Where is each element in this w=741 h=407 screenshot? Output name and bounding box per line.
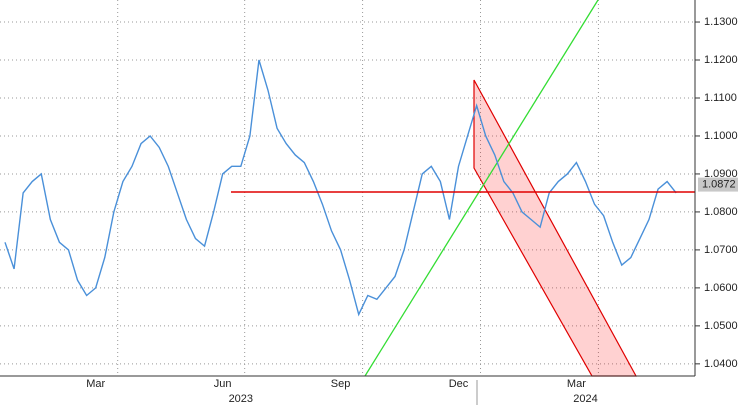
y-tick-label: 1.0500 (704, 320, 738, 332)
x-tick-label: Dec (449, 378, 469, 390)
x-group-label: 2023 (229, 393, 253, 405)
trend-line (364, 0, 599, 377)
price-line (4, 59, 677, 317)
series (4, 59, 677, 317)
x-tick-label: Mar (567, 378, 586, 390)
y-tick-label: 1.1300 (704, 16, 738, 28)
y-tick-label: 1.1200 (704, 54, 738, 66)
last-price-label: 1.0872 (702, 178, 736, 190)
y-tick-label: 1.0700 (704, 244, 738, 256)
x-tick-label: Jun (214, 378, 232, 390)
y-tick-label: 1.0800 (704, 206, 738, 218)
x-tick-label: Mar (86, 378, 105, 390)
x-tick-label: Sep (331, 378, 351, 390)
y-tick-label: 1.1000 (704, 130, 738, 142)
grid (0, 0, 695, 376)
y-tick-label: 1.0600 (704, 282, 738, 294)
y-tick-label: 1.1100 (704, 92, 737, 104)
trend-channel (473, 79, 638, 377)
x-group-label: 2024 (573, 393, 597, 405)
y-tick-label: 1.0400 (704, 358, 738, 370)
last-price-box (698, 177, 738, 192)
y-tick-label: 1.0900 (704, 168, 738, 180)
